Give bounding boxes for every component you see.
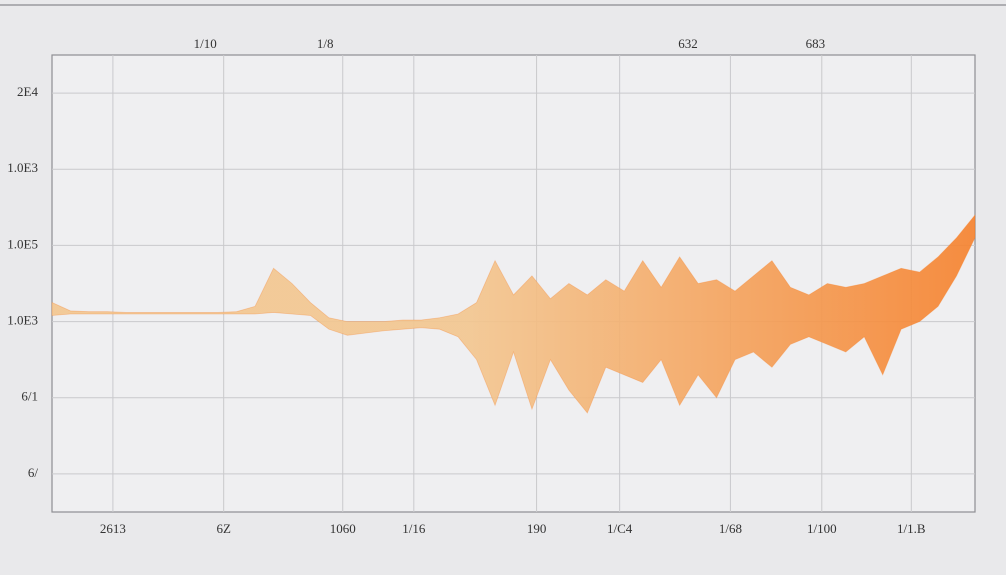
annotation: 683 [806, 36, 826, 51]
y-tick-label: 2E4 [17, 84, 38, 99]
x-tick-label: 1060 [330, 521, 356, 536]
x-tick-label: 1/68 [719, 521, 742, 536]
x-tick-label: 1/16 [402, 521, 426, 536]
x-tick-label: 1/1.B [897, 521, 926, 536]
x-tick-label: 190 [527, 521, 547, 536]
x-tick-label: 1/100 [807, 521, 837, 536]
annotation: 1/10 [194, 36, 217, 51]
y-tick-label: 6/ [28, 465, 39, 480]
y-tick-label: 1.0E3 [7, 313, 38, 328]
annotation: 632 [678, 36, 698, 51]
y-tick-label: 1.0E5 [7, 236, 38, 251]
x-tick-label: 6Z [216, 521, 231, 536]
x-tick-label: 2613 [100, 521, 126, 536]
plot-layer: 6/6/1 1.0E3 1.0E5 1.0E3 2E4 2613 6Z 1060 1/16 190… [7, 36, 976, 536]
plot-area [51, 54, 976, 513]
band-area [51, 213, 976, 414]
y-tick-label: 6/1 [21, 389, 38, 404]
annotation: 1/8 [317, 36, 334, 51]
y-tick-label: 1.0E3 [7, 160, 38, 175]
x-tick-label: 1/C4 [607, 521, 633, 536]
